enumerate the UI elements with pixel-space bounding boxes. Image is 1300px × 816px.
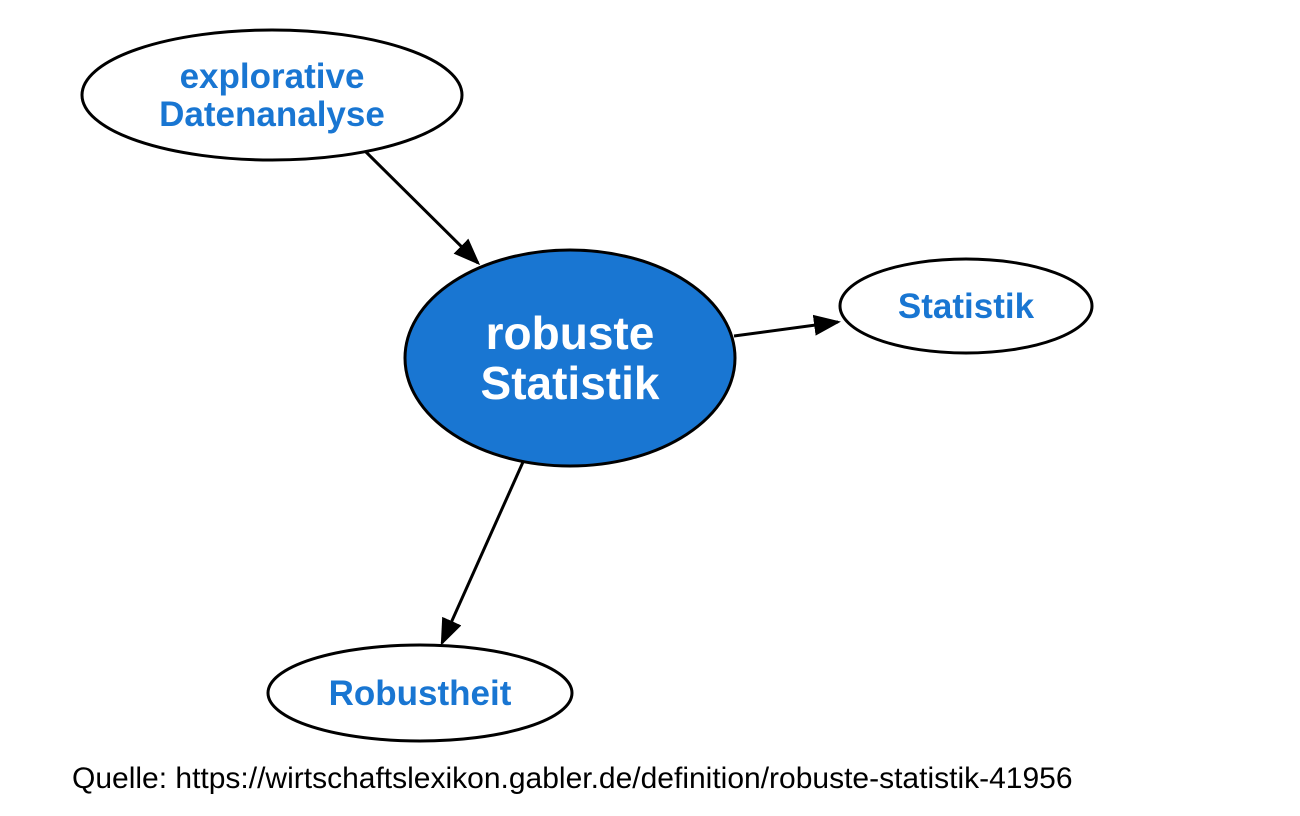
node-label-statistik: Statistik [898, 287, 1035, 326]
edge-robuste-statistik [734, 322, 838, 336]
node-explorative: explorativeDatenanalyse [82, 30, 462, 160]
source-citation: Quelle: https://wirtschaftslexikon.gable… [72, 762, 1073, 796]
edge-robuste-robustheit [442, 462, 523, 643]
node-robustheit: Robustheit [268, 645, 572, 741]
node-robuste: robusteStatistik [405, 250, 735, 466]
node-statistik: Statistik [840, 259, 1092, 353]
node-label-explorative: explorativeDatenanalyse [159, 57, 385, 134]
concept-diagram: explorativeDatenanalyse robusteStatistik S… [0, 0, 1300, 816]
node-label-robustheit: Robustheit [329, 674, 512, 713]
node-label-robuste: robusteStatistik [481, 307, 660, 409]
edge-explorative-robuste [366, 152, 478, 263]
